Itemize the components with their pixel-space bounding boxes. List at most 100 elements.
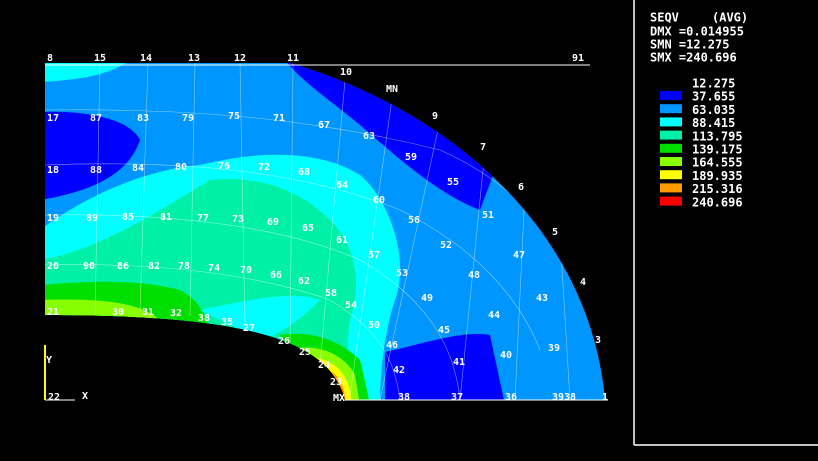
node-label: 88 [90,165,102,176]
node-label: 74 [208,263,220,274]
legend-swatch [660,183,682,193]
node-label: 6 [518,182,524,193]
node-label: 50 [368,320,380,331]
node-label: 78 [178,261,190,272]
node-label: 3 [595,335,601,346]
node-label: 49 [421,293,433,304]
node-label: 85 [122,212,134,223]
node-label: 60 [373,195,385,206]
node-label: 31 [142,307,154,318]
node-label: 53 [396,268,408,279]
node-label: 86 [117,261,129,272]
node-label: 87 [90,113,102,124]
node-label: 43 [536,293,548,304]
node-label: 19 [47,213,59,224]
node-label: 63 [363,131,375,142]
legend-swatch [660,143,682,153]
node-label: 14 [140,53,152,64]
contour-band [45,111,140,200]
node-label: 54 [345,300,357,311]
node-label: 56 [408,215,420,226]
node-label: MN [386,84,398,95]
node-label: 90 [83,261,95,272]
node-label: 3938 [552,392,576,403]
node-label: 75 [228,111,240,122]
legend-level: 113.795 [692,129,743,143]
node-label: 62 [298,276,310,287]
node-label: Y [46,355,52,366]
node-label: 18 [47,165,59,176]
node-label: 46 [386,340,398,351]
node-label: 57 [368,250,380,261]
legend-level: 88.415 [692,116,735,130]
legend-stat: SMN =12.275 [650,38,729,52]
node-label: 47 [513,250,525,261]
node-label: 73 [232,214,244,225]
node-label: 36 [505,392,517,403]
node-label: 76 [218,161,230,172]
node-label: 89 [86,213,98,224]
node-label: X [82,391,88,402]
node-label: 32 [170,308,182,319]
node-label: 44 [488,310,500,321]
node-label: 51 [482,210,494,221]
node-label: 9 [432,111,438,122]
legend-swatch [660,130,682,140]
node-label: 67 [318,120,330,131]
legend-level: 240.696 [692,195,743,209]
node-label: 65 [302,223,314,234]
contour-band [45,299,160,320]
node-label: 13 [188,53,200,64]
node-label: 52 [440,240,452,251]
node-label: 55 [447,177,459,188]
legend-stat: SMX =240.696 [650,51,737,65]
legend-swatch [660,196,682,206]
node-label: 42 [393,365,405,376]
node-label: 82 [148,261,160,272]
node-label: 11 [287,53,299,64]
node-label: 30 [112,307,124,318]
legend-swatch [660,170,682,180]
node-label: 79 [182,113,194,124]
node-label: 64 [336,180,348,191]
node-label: 91 [572,53,584,64]
contour-band [385,334,505,400]
legend-level: 63.035 [692,103,735,117]
node-label: 4 [580,277,586,288]
node-label: 77 [197,213,209,224]
node-label: 48 [468,270,480,281]
legend-swatch [660,91,682,100]
node-label: 80 [175,162,187,173]
node-label: 20 [47,261,59,272]
node-label: 81 [160,212,172,223]
node-label: 24 [318,360,330,371]
node-label: 39 [548,343,560,354]
legend-swatch [660,117,682,127]
node-label: 70 [240,265,252,276]
legend-stat: DMX =0.014955 [650,25,744,39]
node-label: 66 [270,270,282,281]
node-label: 38 [398,392,410,403]
node-label: MX [333,393,345,404]
legend-level: 12.275 [692,77,735,91]
node-label: 69 [267,217,279,228]
node-label: 68 [298,167,310,178]
node-label: 25 [299,347,311,358]
legend-swatch [660,157,682,166]
node-label: 22 [48,392,60,403]
node-label: 61 [336,235,348,246]
node-label: 40 [500,350,512,361]
node-label: 45 [438,325,450,336]
node-label: 12 [234,53,246,64]
node-label: 23 [330,377,342,388]
mesh [45,63,601,400]
legend-swatch [660,104,682,114]
legend-heading: SEQV [650,11,679,25]
legend-level: 215.316 [692,182,743,196]
legend-avg: (AVG) [712,11,748,25]
legend-level: 139.175 [692,143,743,157]
node-label: 41 [453,357,465,368]
legend-level: 37.655 [692,90,735,104]
node-label: 59 [405,152,417,163]
